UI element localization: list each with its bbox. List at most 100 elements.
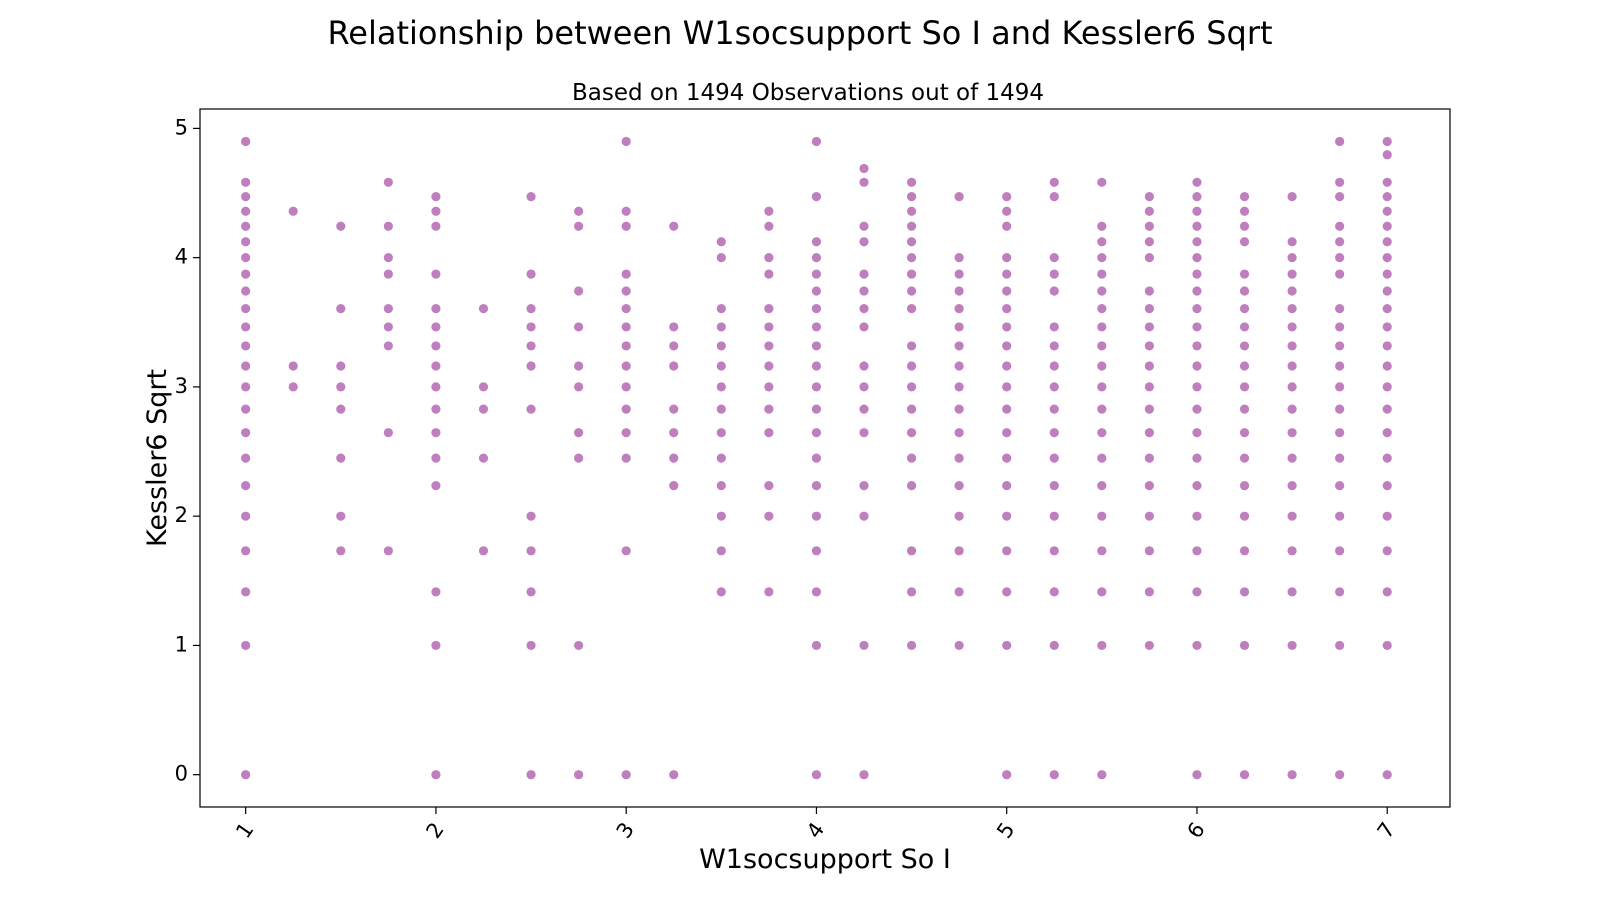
scatter-point — [811, 237, 822, 247]
scatter-point — [1239, 206, 1250, 216]
scatter-point — [1097, 237, 1107, 247]
scatter-point — [906, 428, 917, 438]
scatter-point — [1002, 192, 1012, 202]
scatter-point — [1335, 481, 1345, 491]
scatter-point — [1287, 546, 1297, 556]
scatter-point — [859, 237, 869, 247]
scatter-point — [716, 237, 726, 247]
scatter-point — [1239, 587, 1250, 597]
scatter-point — [1144, 303, 1154, 314]
scatter-point — [241, 136, 251, 147]
scatter-point — [669, 428, 679, 438]
scatter-point — [954, 361, 964, 371]
scatter-point — [1144, 361, 1154, 371]
scatter-point — [1192, 286, 1202, 296]
scatter-point — [1049, 177, 1059, 187]
scatter-point — [716, 404, 726, 414]
scatter-point — [811, 640, 822, 651]
scatter-point — [621, 341, 631, 351]
scatter-point — [431, 206, 441, 216]
scatter-point — [1287, 286, 1297, 296]
scatter-point — [811, 453, 822, 463]
scatter-point — [526, 322, 536, 332]
scatter-point — [1144, 546, 1154, 556]
x-tick-label: 1 — [231, 818, 258, 843]
scatter-point — [811, 341, 822, 351]
scatter-point — [621, 286, 631, 296]
scatter-point — [1287, 303, 1297, 314]
scatter-point — [859, 404, 869, 414]
scatter-point — [906, 269, 917, 279]
scatter-point — [954, 253, 964, 263]
scatter-point — [954, 269, 964, 279]
scatter-point — [669, 453, 679, 463]
scatter-point — [1144, 640, 1154, 651]
scatter-point — [1192, 322, 1202, 332]
scatter-point — [1144, 511, 1154, 521]
scatter-point — [1097, 221, 1107, 231]
scatter-point — [1335, 136, 1345, 147]
x-tick-label: 5 — [992, 818, 1019, 843]
scatter-point — [478, 453, 489, 463]
scatter-point — [574, 770, 584, 780]
scatter-point — [1239, 322, 1250, 332]
scatter-point — [1287, 428, 1297, 438]
scatter-point — [1287, 453, 1297, 463]
scatter-point — [1287, 269, 1297, 279]
scatter-point — [431, 192, 441, 202]
scatter-point — [241, 481, 251, 491]
scatter-point — [1192, 192, 1202, 202]
scatter-point — [431, 341, 441, 351]
scatter-point — [241, 192, 251, 202]
scatter-point — [1049, 770, 1059, 780]
scatter-point — [906, 546, 917, 556]
scatter-point — [811, 253, 822, 263]
scatter-point — [1239, 286, 1250, 296]
scatter-point — [764, 303, 774, 314]
scatter-point — [1382, 237, 1392, 247]
scatter-point — [241, 382, 251, 392]
scatter-point — [431, 453, 441, 463]
scatter-point — [764, 404, 774, 414]
scatter-point — [859, 163, 869, 174]
scatter-point — [1002, 303, 1012, 314]
scatter-point — [669, 221, 679, 231]
scatter-point — [383, 322, 393, 332]
scatter-point — [1239, 428, 1250, 438]
scatter-point — [574, 221, 584, 231]
scatter-point — [859, 428, 869, 438]
scatter-point — [954, 404, 964, 414]
scatter-point — [1097, 428, 1107, 438]
scatter-point — [621, 221, 631, 231]
scatter-point — [1335, 361, 1345, 371]
scatter-point — [1335, 770, 1345, 780]
scatter-point — [1097, 587, 1107, 597]
x-tick-label: 4 — [802, 818, 829, 843]
scatter-point — [383, 546, 393, 556]
scatter-point — [621, 269, 631, 279]
scatter-point — [764, 361, 774, 371]
scatter-point — [1002, 269, 1012, 279]
scatter-point — [859, 177, 869, 187]
scatter-point — [241, 546, 251, 556]
scatter-point — [906, 640, 917, 651]
scatter-point — [621, 428, 631, 438]
scatter-point — [716, 253, 726, 263]
scatter-point — [859, 382, 869, 392]
scatter-point — [526, 404, 536, 414]
scatter-point — [1287, 382, 1297, 392]
scatter-point — [1097, 253, 1107, 263]
scatter-point — [811, 136, 822, 147]
scatter-point — [1144, 341, 1154, 351]
scatter-point — [621, 382, 631, 392]
scatter-point — [811, 770, 822, 780]
scatter-point — [1335, 404, 1345, 414]
figure-title: Relationship between W1socsupport So I a… — [327, 14, 1272, 52]
scatter-point — [241, 206, 251, 216]
scatter-point — [1097, 453, 1107, 463]
scatter-point — [669, 404, 679, 414]
scatter-point — [621, 322, 631, 332]
scatter-point — [811, 404, 822, 414]
scatter-point — [669, 341, 679, 351]
scatter-point — [906, 404, 917, 414]
